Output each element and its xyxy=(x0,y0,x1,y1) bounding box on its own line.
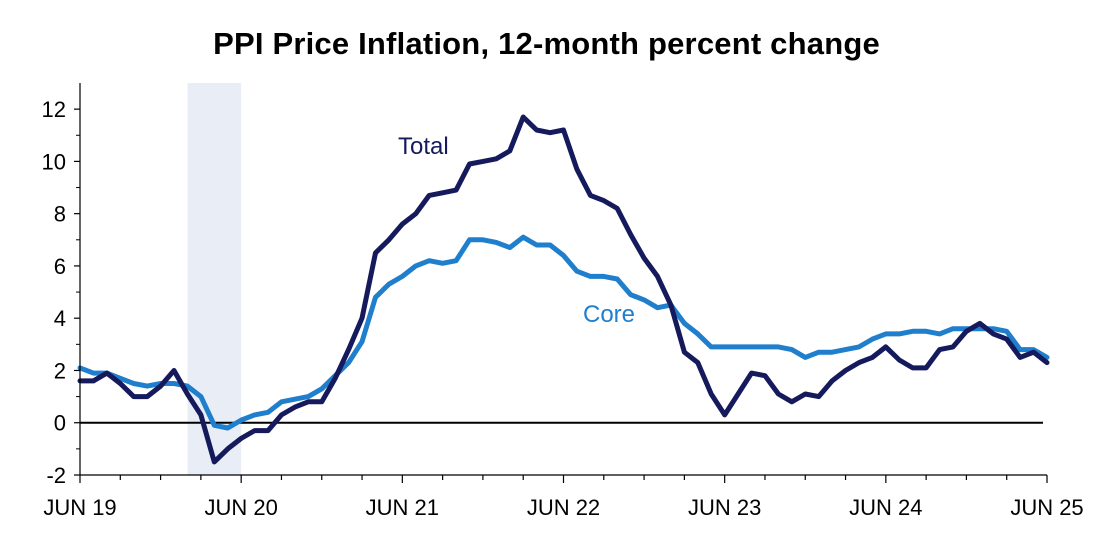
chart-title: PPI Price Inflation, 12-month percent ch… xyxy=(213,26,880,61)
x-tick-label: JUN 21 xyxy=(366,495,439,520)
recession-shade xyxy=(187,83,242,475)
series-line-total xyxy=(77,114,1050,465)
y-tick-label: 6 xyxy=(54,254,66,279)
y-tick-label: 0 xyxy=(54,411,66,436)
y-tick-label: -2 xyxy=(46,463,66,488)
y-tick-label: 12 xyxy=(42,97,66,122)
x-tick-label: JUN 19 xyxy=(43,495,116,520)
x-tick-label: JUN 22 xyxy=(527,495,600,520)
x-tick-label: JUN 20 xyxy=(204,495,277,520)
series-layer xyxy=(77,114,1050,465)
y-tick-label: 8 xyxy=(54,202,66,227)
y-tick-label: 4 xyxy=(54,306,66,331)
series-label-total: Total xyxy=(398,133,449,160)
y-tick-label: 2 xyxy=(54,358,66,383)
x-tick-label: JUN 23 xyxy=(688,495,761,520)
x-tick-label: JUN 25 xyxy=(1010,495,1083,520)
y-tick-label: 10 xyxy=(42,149,66,174)
x-tick-label: JUN 24 xyxy=(849,495,922,520)
recession-shading-layer xyxy=(187,83,242,475)
series-label-core: Core xyxy=(583,301,635,328)
series-line-core xyxy=(77,234,1050,431)
series-label-layer: Total Core xyxy=(398,133,635,328)
axis-layer: -2 0 2 4 6 8 10 12 JUN 19 JUN 20 JUN 21 JUN 22 JUN 2… xyxy=(42,83,1084,520)
